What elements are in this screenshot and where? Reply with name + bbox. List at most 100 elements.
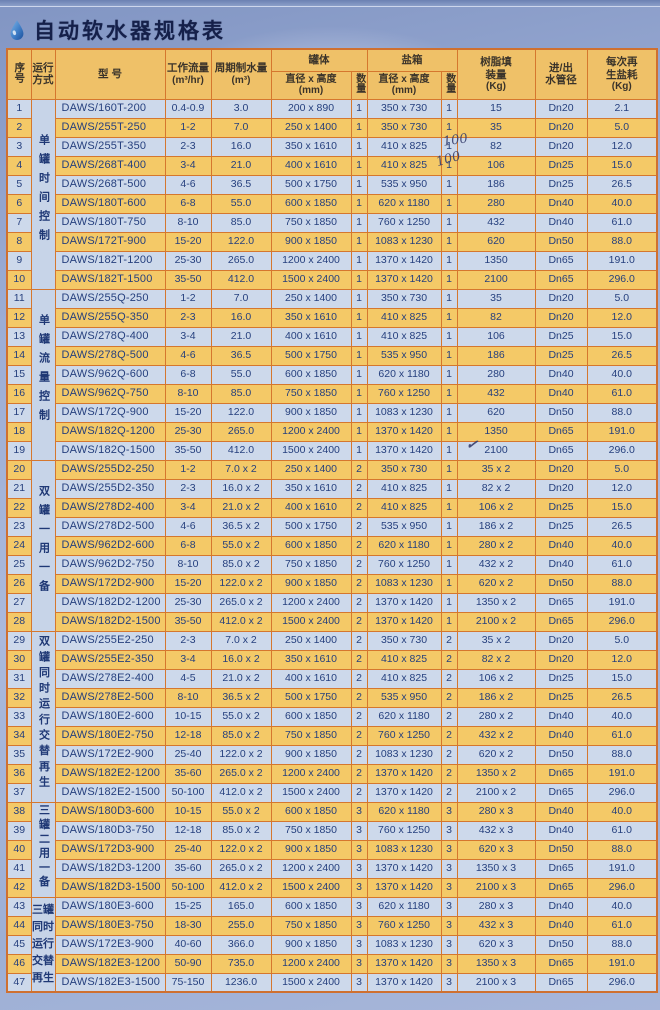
cell-tank-quantity: 2: [350, 649, 368, 670]
cell-resin-amount: 82: [456, 307, 536, 328]
cell-tank-dimensions: 1500 x 2400: [270, 611, 352, 632]
cell-pipe-diameter: Dn40: [534, 364, 588, 385]
cell-working-flow: 8-10: [164, 212, 212, 233]
cell-model: DAWS/182T-1200: [54, 250, 166, 271]
table-row: 33 DAWS/180E2-600 10-15 55.0 x 2 600 x 1850 2…: [6, 706, 658, 727]
cell-pipe-diameter: Dn20: [534, 478, 588, 499]
cell-model: DAWS/255Q-350: [54, 307, 166, 328]
cell-cycle-capacity: 85.0 x 2: [210, 554, 272, 575]
cell-tank-dimensions: 500 x 1750: [270, 516, 352, 537]
cell-model: DAWS/172D3-900: [54, 839, 166, 860]
row-serial: 8: [6, 231, 32, 252]
cell-cycle-capacity: 412.0: [210, 269, 272, 290]
table-row: 21 DAWS/255D2-350 2-3 16.0 x 2 350 x 1610 2 41…: [6, 478, 658, 499]
cell-salt-box-quantity: 2: [440, 706, 458, 727]
cell-salt-box-quantity: 3: [440, 858, 458, 879]
cell-salt-box-quantity: 1: [440, 402, 458, 423]
cell-cycle-capacity: 265.0 x 2: [210, 592, 272, 613]
cell-resin-amount: 280 x 2: [456, 535, 536, 556]
cell-tank-quantity: 1: [350, 212, 368, 233]
cell-model: DAWS/278D2-500: [54, 516, 166, 537]
cell-model: DAWS/255D2-350: [54, 478, 166, 499]
cell-salt-consumption: 191.0: [586, 858, 658, 879]
row-serial: 5: [6, 174, 32, 195]
cell-cycle-capacity: 85.0: [210, 383, 272, 404]
cell-pipe-diameter: Dn40: [534, 535, 588, 556]
cell-resin-amount: 1350: [456, 250, 536, 271]
table-row: 41 DAWS/182D3-1200 35-60 265.0 x 2 1200 x 24…: [6, 858, 658, 879]
table-row: 36 DAWS/182E2-1200 35-60 265.0 x 2 1200 x 24…: [6, 763, 658, 784]
table-row: 19 DAWS/182Q-1500 35-50 412.0 1500 x 2400 1 13…: [6, 440, 658, 461]
cell-cycle-capacity: 3.0: [210, 98, 272, 119]
cell-model: DAWS/182D2-1200: [54, 592, 166, 613]
cell-model: DAWS/255D2-250: [54, 459, 166, 480]
cell-tank-quantity: 2: [350, 497, 368, 518]
cell-tank-quantity: 2: [350, 687, 368, 708]
table-header: 序号 运行 方式 型 号 工作流量 (m³/hr) 周期制水量 (m³) 罐体: [6, 48, 658, 100]
row-serial: 23: [6, 516, 32, 537]
cell-model: DAWS/182T-1500: [54, 269, 166, 290]
cell-salt-consumption: 15.0: [586, 326, 658, 347]
cell-salt-consumption: 26.5: [586, 345, 658, 366]
row-serial: 41: [6, 858, 32, 879]
cell-working-flow: 15-20: [164, 573, 212, 594]
table-row: 46 DAWS/182E3-1200 50-90 735.0 1200 x 2400 3 1…: [6, 953, 658, 974]
cell-pipe-diameter: Dn50: [534, 839, 588, 860]
cell-tank-quantity: 2: [350, 535, 368, 556]
cell-tank-dimensions: 1500 x 2400: [270, 440, 352, 461]
cell-tank-dimensions: 1200 x 2400: [270, 763, 352, 784]
cell-tank-dimensions: 600 x 1850: [270, 193, 352, 214]
cell-pipe-diameter: Dn65: [534, 592, 588, 613]
cell-salt-consumption: 15.0: [586, 497, 658, 518]
cell-resin-amount: 82 x 2: [456, 649, 536, 670]
cell-tank-dimensions: 200 x 890: [270, 98, 352, 119]
cell-resin-amount: 186: [456, 345, 536, 366]
cell-pipe-diameter: Dn65: [534, 611, 588, 632]
cell-salt-box-quantity: 1: [440, 136, 458, 157]
cell-salt-box-dimensions: 1370 x 1420: [366, 421, 442, 442]
cell-tank-dimensions: 1500 x 2400: [270, 972, 352, 993]
cell-pipe-diameter: Dn65: [534, 782, 588, 803]
cell-cycle-capacity: 265.0: [210, 421, 272, 442]
cell-salt-box-dimensions: 1083 x 1230: [366, 744, 442, 765]
operation-mode-label: 三罐 同时 运行 交替 再生: [30, 896, 56, 993]
cell-pipe-diameter: Dn40: [534, 383, 588, 404]
cell-salt-consumption: 61.0: [586, 554, 658, 575]
row-serial: 14: [6, 345, 32, 366]
table-body: 1 单罐时间控制 DAWS/160T-200 0.4-0.9 3.0 200 x 890 1…: [6, 98, 658, 993]
cell-salt-consumption: 40.0: [586, 364, 658, 385]
cell-salt-box-quantity: 2: [440, 725, 458, 746]
cell-salt-consumption: 15.0: [586, 668, 658, 689]
cell-tank-dimensions: 250 x 1400: [270, 288, 352, 309]
cell-model: DAWS/278E2-400: [54, 668, 166, 689]
cell-salt-box-dimensions: 410 x 825: [366, 649, 442, 670]
row-serial: 33: [6, 706, 32, 727]
page-title-row: 自动软水器规格表: [9, 16, 660, 44]
cell-salt-box-quantity: 1: [440, 345, 458, 366]
table-row: 9 DAWS/182T-1200 25-30 265.0 1200 x 2400 1 137…: [6, 250, 658, 271]
cell-pipe-diameter: Dn65: [534, 269, 588, 290]
cell-model: DAWS/180T-750: [54, 212, 166, 233]
cell-pipe-diameter: Dn65: [534, 763, 588, 784]
cell-cycle-capacity: 265.0 x 2: [210, 763, 272, 784]
row-serial: 4: [6, 155, 32, 176]
cell-pipe-diameter: Dn65: [534, 972, 588, 993]
cell-pipe-diameter: Dn50: [534, 744, 588, 765]
cell-resin-amount: 280 x 3: [456, 896, 536, 917]
cell-tank-quantity: 1: [350, 98, 368, 119]
cell-pipe-diameter: Dn65: [534, 858, 588, 879]
cell-salt-box-dimensions: 1083 x 1230: [366, 839, 442, 860]
cell-salt-box-dimensions: 410 x 825: [366, 668, 442, 689]
cell-resin-amount: 432: [456, 383, 536, 404]
cell-salt-box-quantity: 1: [440, 554, 458, 575]
cell-salt-box-quantity: 1: [440, 535, 458, 556]
cell-cycle-capacity: 122.0 x 2: [210, 839, 272, 860]
cell-salt-box-quantity: 3: [440, 953, 458, 974]
cell-cycle-capacity: 412.0 x 2: [210, 877, 272, 898]
cell-salt-consumption: 5.0: [586, 459, 658, 480]
cell-cycle-capacity: 7.0: [210, 288, 272, 309]
cell-salt-box-dimensions: 1083 x 1230: [366, 934, 442, 955]
cell-pipe-diameter: Dn65: [534, 250, 588, 271]
cell-pipe-diameter: Dn40: [534, 896, 588, 917]
cell-cycle-capacity: 412.0 x 2: [210, 782, 272, 803]
